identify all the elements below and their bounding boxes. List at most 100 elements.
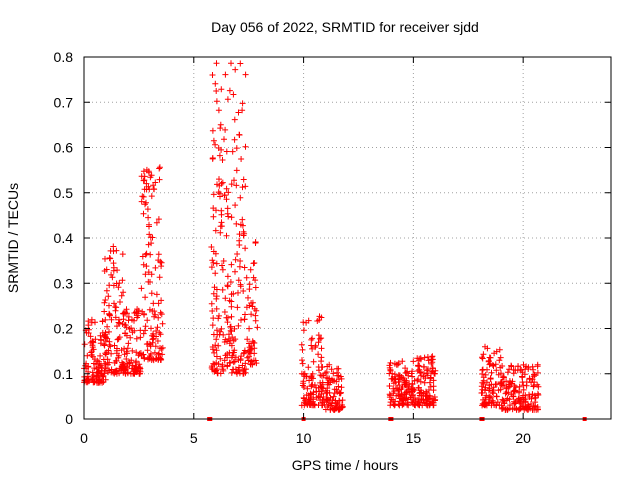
data-point [140, 193, 147, 200]
data-point [299, 346, 306, 353]
data-point [528, 395, 535, 402]
data-point [101, 299, 108, 306]
data-point [99, 373, 106, 380]
data-point [534, 369, 541, 376]
data-point [148, 290, 155, 297]
data-point [142, 201, 148, 208]
data-point [235, 109, 242, 116]
data-point [117, 299, 123, 305]
data-point [236, 132, 243, 138]
data-point [102, 297, 109, 303]
data-point [252, 239, 259, 245]
data-point [309, 381, 316, 388]
data-point [231, 358, 238, 365]
data-point [85, 318, 92, 325]
data-point [405, 372, 412, 379]
data-point [535, 391, 542, 398]
data-point [224, 354, 231, 361]
data-point [219, 262, 225, 269]
data-point [137, 370, 143, 377]
data-point [399, 358, 406, 365]
y-tick-label: 0.7 [54, 94, 74, 110]
data-point [308, 336, 315, 343]
data-point [386, 394, 393, 401]
data-point [146, 231, 153, 238]
data-point [425, 357, 432, 364]
data-point [237, 60, 244, 67]
data-point [213, 353, 220, 360]
data-point [210, 259, 217, 266]
data-point [327, 399, 334, 406]
x-tick-label: 5 [190, 430, 198, 446]
data-point [146, 169, 152, 176]
data-point [149, 308, 156, 314]
data-point [520, 382, 527, 389]
data-point [151, 186, 158, 193]
data-point [156, 176, 163, 183]
data-point [120, 310, 127, 317]
data-point [308, 342, 315, 349]
data-point [217, 229, 224, 236]
data-point [213, 88, 220, 94]
data-point [237, 283, 244, 290]
data-point [386, 383, 393, 389]
data-point [123, 348, 130, 355]
data-point [143, 250, 150, 257]
data-point [114, 323, 120, 330]
data-point [391, 388, 398, 395]
data-point [123, 332, 130, 339]
data-point [87, 339, 94, 346]
data-point [148, 193, 155, 200]
data-point [119, 277, 126, 284]
data-point [393, 361, 400, 368]
data-point [531, 372, 538, 379]
data-point [417, 378, 424, 385]
data-point [231, 325, 238, 332]
data-point [315, 339, 322, 346]
data-point [102, 376, 109, 383]
data-point [104, 323, 111, 330]
data-point [216, 176, 222, 183]
data-point [96, 368, 102, 375]
data-point [404, 388, 411, 395]
data-point [409, 368, 416, 375]
data-point [152, 179, 159, 186]
data-point [304, 385, 311, 392]
data-point [412, 402, 419, 409]
data-point [236, 231, 243, 238]
data-point [209, 322, 216, 329]
data-point [301, 395, 307, 402]
data-point [246, 340, 252, 347]
data-point [140, 261, 147, 268]
data-point [421, 400, 428, 406]
data-point [149, 234, 156, 241]
data-point [151, 313, 158, 320]
data-point [129, 362, 136, 369]
data-point [111, 300, 117, 307]
data-point [221, 309, 228, 315]
data-point [237, 357, 244, 364]
data-point [495, 387, 502, 394]
data-point [493, 393, 500, 400]
data-point [330, 393, 337, 400]
data-point [142, 271, 149, 278]
data-point [115, 354, 122, 361]
data-point [232, 66, 239, 73]
data-point [315, 351, 322, 358]
data-point [427, 375, 434, 382]
data-point [312, 344, 319, 351]
data-point [512, 399, 519, 406]
data-point [215, 342, 222, 349]
data-point [479, 355, 486, 362]
data-point [138, 198, 145, 205]
data-point [243, 304, 250, 311]
data-point [239, 222, 246, 229]
data-point [210, 137, 217, 144]
grid-lines [84, 57, 611, 419]
data-point [147, 343, 154, 350]
data-point [218, 219, 225, 226]
data-point [338, 384, 345, 391]
data-point [212, 270, 219, 277]
data-point [502, 406, 509, 413]
data-point [144, 206, 151, 213]
